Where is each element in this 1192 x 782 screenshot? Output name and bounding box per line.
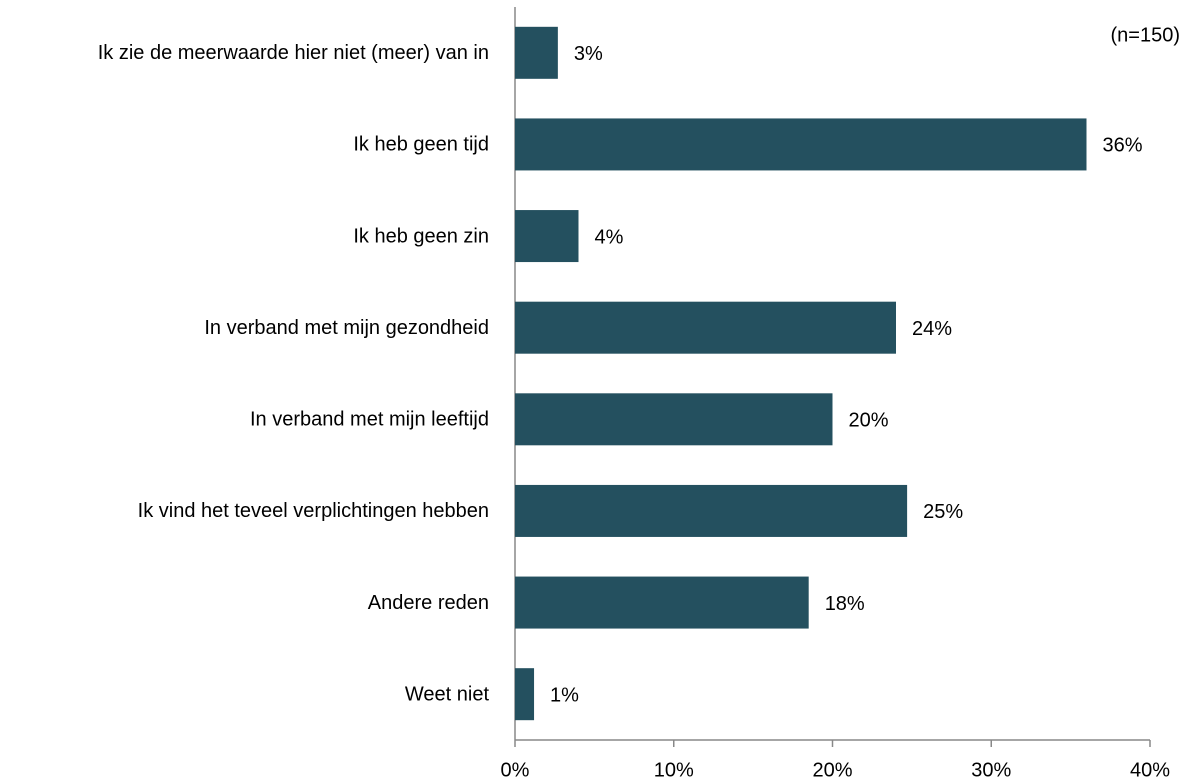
value-label: 25% [923, 501, 963, 523]
bar [515, 118, 1087, 171]
bar [515, 301, 896, 354]
y-tick-label: In verband met mijn gezondheid [204, 317, 489, 339]
bar [515, 210, 579, 263]
bar [515, 393, 833, 446]
value-label: 24% [912, 318, 952, 340]
x-tick-label: 10% [654, 759, 694, 781]
x-tick-label: 40% [1130, 759, 1170, 781]
annotation: (n=150) [1111, 24, 1181, 46]
bar [515, 576, 809, 629]
value-label: 4% [595, 226, 624, 248]
value-label: 20% [849, 410, 889, 432]
y-tick-label: Ik zie de meerwaarde hier niet (meer) va… [98, 42, 489, 64]
value-label: 36% [1103, 135, 1143, 157]
x-tick-label: 20% [812, 759, 852, 781]
y-tick-label: Ik vind het teveel verplichtingen hebben [138, 500, 489, 522]
y-tick-label: Ik heb geen tijd [353, 134, 489, 156]
y-tick-label: Weet niet [405, 683, 490, 705]
x-tick-label: 0% [501, 759, 530, 781]
y-tick-label: In verband met mijn leeftijd [250, 409, 489, 431]
value-label: 3% [574, 43, 603, 65]
y-tick-label: Andere reden [368, 592, 489, 614]
y-tick-label: Ik heb geen zin [353, 225, 489, 247]
bar [515, 668, 535, 721]
bar [515, 26, 558, 79]
bar [515, 484, 908, 537]
value-label: 1% [550, 684, 579, 706]
x-tick-label: 30% [971, 759, 1011, 781]
value-label: 18% [825, 593, 865, 615]
